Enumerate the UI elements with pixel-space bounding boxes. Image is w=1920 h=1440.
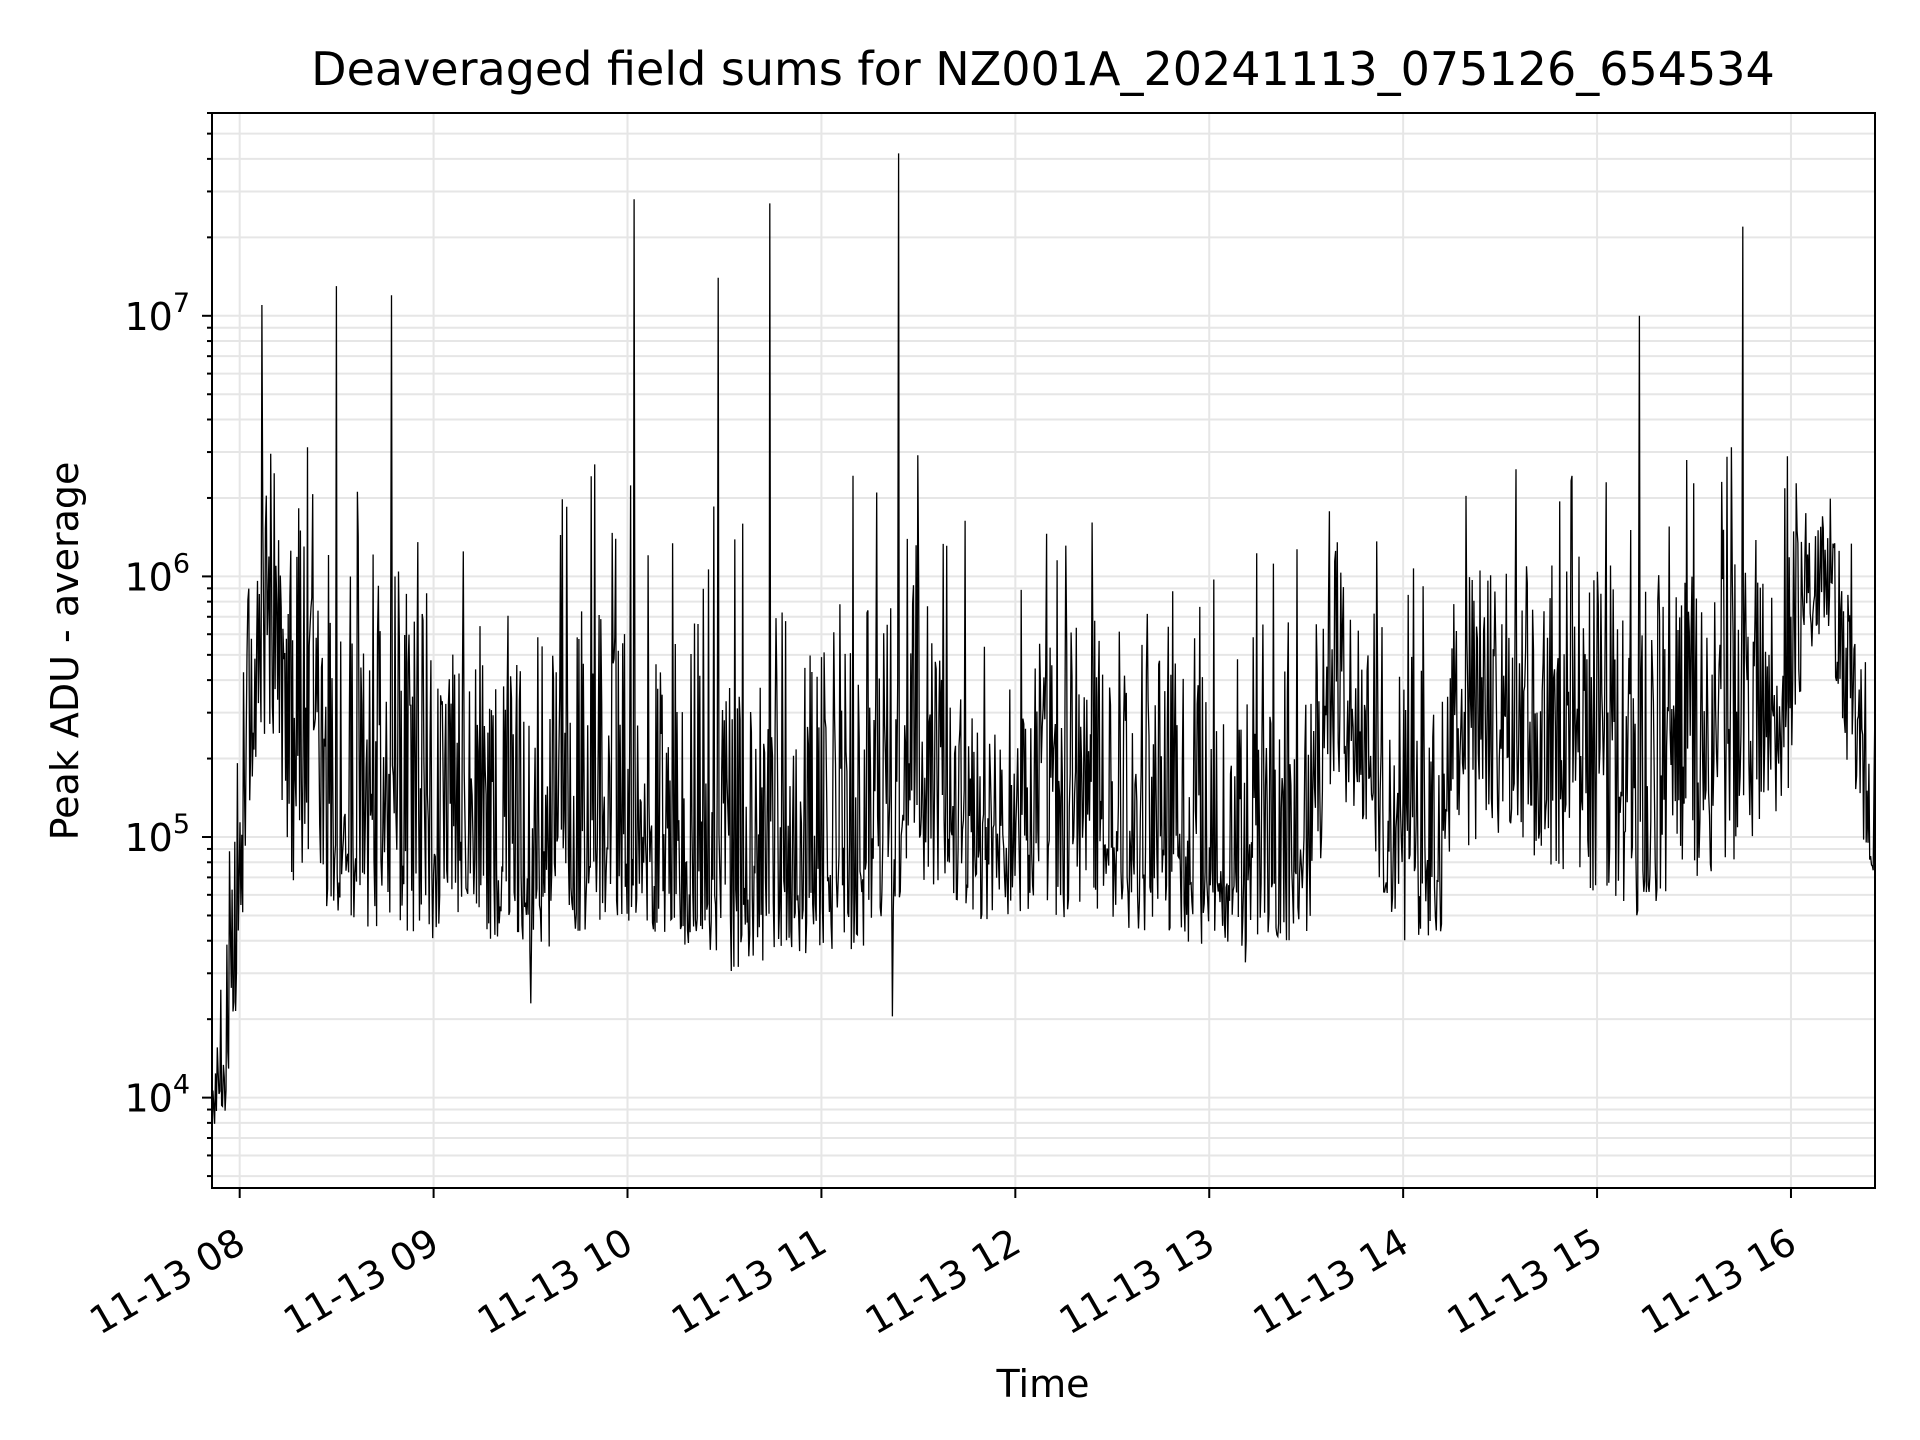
y-tick-label: 107	[124, 288, 190, 339]
series-group	[211, 153, 1876, 1146]
y-tick-label: 105	[124, 809, 190, 860]
y-axis-label: Peak ADU - average	[43, 462, 87, 841]
plot-frame	[211, 112, 1876, 1189]
x-axis-label: Time	[996, 1362, 1090, 1406]
chart-title: Deaveraged field sums for NZ001A_2024111…	[311, 42, 1775, 96]
y-tick-label: 106	[124, 548, 190, 599]
y-tick-label: 104	[124, 1070, 190, 1121]
y-axis: 104 105 106 107	[124, 112, 212, 1178]
series-line	[211, 153, 1876, 1146]
